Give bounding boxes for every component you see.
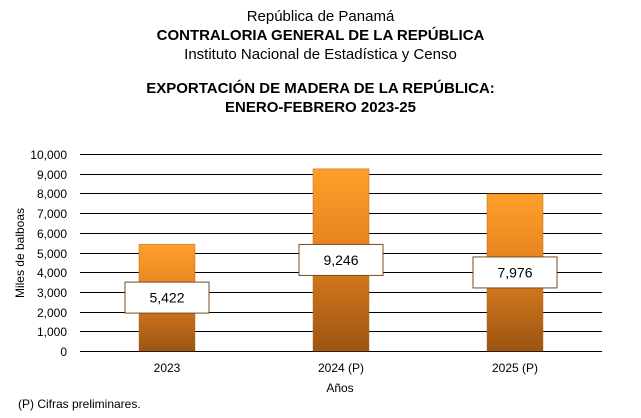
y-tick-label: 10,000: [30, 148, 67, 162]
data-label: 7,976: [497, 264, 532, 280]
header-country: República de Panamá: [246, 8, 395, 25]
header-institution: CONTRALORIA GENERAL DE LA REPÚBLICA: [156, 27, 485, 44]
y-tick-label: 5,000: [37, 247, 67, 261]
footnote: (P) Cifras preliminares.: [18, 397, 141, 411]
y-tick-label: 0: [60, 345, 67, 359]
y-tick-label: 1,000: [37, 325, 67, 339]
x-axis-label: Años: [326, 381, 353, 395]
y-tick-label: 7,000: [37, 207, 67, 221]
x-tick-label: 2025 (P): [492, 361, 538, 375]
data-label-box: [298, 243, 384, 276]
data-label: 5,422: [149, 290, 184, 306]
chart-subtitle: ENERO-FEBRERO 2023-25: [225, 99, 416, 116]
y-tick-label: 6,000: [37, 227, 67, 241]
data-label-box: [472, 256, 558, 289]
data-label-box: [124, 281, 210, 314]
chart-title: EXPORTACIÓN DE MADERA DE LA REPÚBLICA:: [146, 80, 495, 97]
y-axis-label: Miles de balboas: [13, 208, 27, 298]
y-tick-label: 8,000: [37, 187, 67, 201]
y-tick-label: 2,000: [37, 306, 67, 320]
y-tick-label: 9,000: [37, 168, 67, 182]
y-tick-label: 4,000: [37, 266, 67, 280]
x-tick-label: 2024 (P): [318, 361, 364, 375]
header-institute: Instituto Nacional de Estadística y Cens…: [184, 46, 457, 63]
data-label: 9,246: [323, 252, 358, 268]
x-tick-label: 2023: [154, 361, 181, 375]
y-tick-label: 3,000: [37, 286, 67, 300]
